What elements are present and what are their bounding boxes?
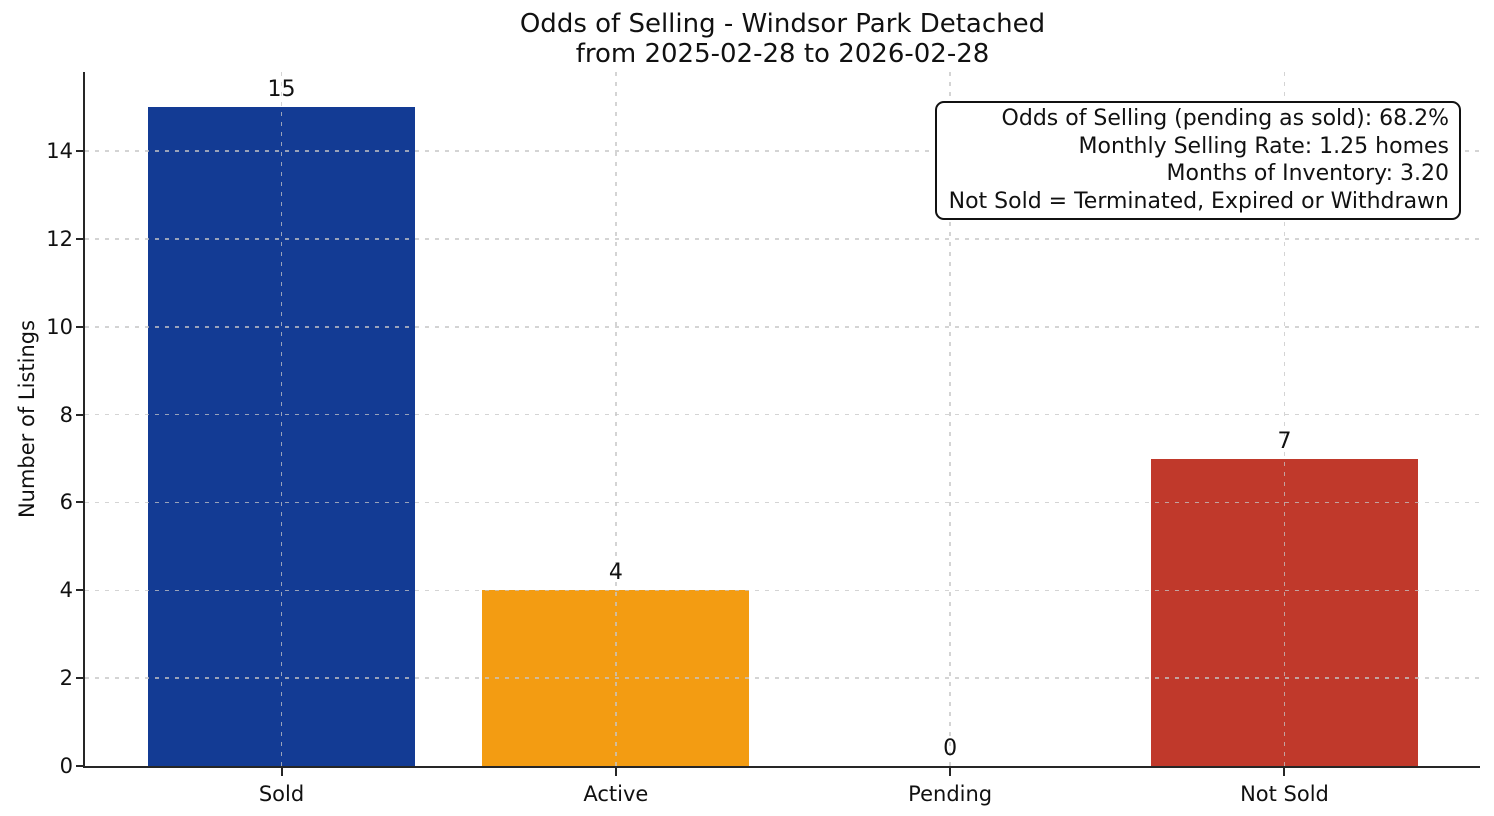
annotation-monthly-selling-rate: Monthly Selling Rate: 1.25 homes — [1078, 133, 1449, 159]
x-tick-mark — [280, 768, 283, 776]
y-tick-label: 6 — [59, 490, 73, 515]
y-tick-mark — [76, 765, 83, 767]
bar-value-label-active: 4 — [608, 560, 623, 586]
x-tick-label-not-sold: Not Sold — [1240, 782, 1329, 806]
plot-area: Odds of Selling (pending as sold): 68.2%… — [46, 72, 1480, 806]
y-tick-label: 0 — [59, 754, 73, 778]
chart-title-line1: Odds of Selling - Windsor Park Detached — [519, 9, 1046, 39]
y-tick-mark — [76, 589, 83, 592]
y-tick-mark — [76, 413, 83, 416]
y-tick-label: 14 — [46, 139, 73, 164]
bar-sold — [148, 107, 415, 766]
bar-value-label-not-sold: 7 — [1277, 428, 1292, 454]
x-tick-mark — [949, 768, 952, 776]
annotation-not-sold-definition: Not Sold = Terminated, Expired or Withdr… — [948, 188, 1449, 214]
bar-active — [482, 590, 750, 766]
x-axis-spine — [83, 766, 1480, 768]
annotation-odds-of-selling: Odds of Selling (pending as sold): 68.2% — [1001, 106, 1449, 131]
bar-value-label-pending: 0 — [943, 736, 958, 761]
y-tick-mark — [76, 501, 83, 504]
annotation-months-of-inventory: Months of Inventory: 3.20 — [1166, 161, 1449, 186]
x-tick-mark — [614, 768, 617, 776]
chart-title: Odds of Selling - Windsor Park Detached … — [85, 9, 1480, 69]
x-tick-mark — [1283, 768, 1286, 776]
y-tick-mark — [76, 150, 83, 153]
y-tick-label: 8 — [59, 402, 73, 427]
y-tick-mark — [76, 677, 83, 680]
x-tick-label-pending: Pending — [908, 782, 993, 806]
y-tick-label: 10 — [46, 314, 73, 339]
x-tick-label-active: Active — [583, 782, 649, 806]
y-tick-label: 2 — [59, 666, 73, 691]
y-tick-label: 12 — [46, 226, 73, 251]
bar-value-label-sold: 15 — [267, 77, 296, 103]
x-tick-label-sold: Sold — [258, 782, 305, 806]
chart-title-line2: from 2025-02-28 to 2026-02-28 — [575, 39, 990, 69]
y-tick-label: 4 — [59, 578, 73, 603]
y-tick-mark — [76, 237, 83, 240]
stats-annotation-box: Odds of Selling (pending as sold): 68.2%… — [934, 101, 1461, 220]
y-tick-mark — [76, 325, 83, 328]
y-axis-spine — [83, 72, 85, 768]
bar-not-sold — [1150, 458, 1418, 766]
